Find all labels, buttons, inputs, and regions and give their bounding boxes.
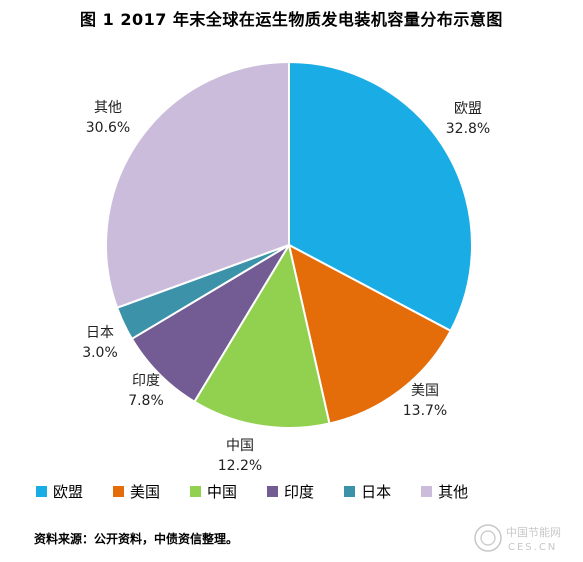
legend-label: 其他: [438, 482, 469, 501]
pie-slice-3: [193, 242, 331, 429]
slice-name-label: 其他: [94, 100, 122, 116]
legend-item: 日本: [344, 481, 391, 502]
pie-chart: 欧盟 32.8% 美国 13.7% 中国 12.2% 印度 7.8% 日本 3.0% 其他 30.6%: [82, 60, 490, 474]
watermark-logo: 中国节能网 CES.CN: [474, 524, 561, 553]
slice-name-label: 欧盟: [454, 101, 482, 117]
svg-text:中国节能网: 中国节能网: [506, 525, 561, 539]
legend-swatch: [267, 485, 279, 497]
slice-percent-label: 30.6%: [86, 120, 130, 136]
legend-item: 欧盟: [36, 481, 83, 502]
slice-percent-label: 3.0%: [82, 345, 118, 361]
legend-item: 印度: [267, 481, 314, 502]
legend-label: 美国: [130, 482, 161, 501]
svg-text:CES.CN: CES.CN: [508, 542, 557, 553]
legend-label: 日本: [361, 482, 392, 501]
legend-swatch: [36, 485, 47, 497]
slice-name-label: 中国: [226, 438, 254, 454]
slice-name-label: 日本: [86, 325, 114, 341]
legend-label: 印度: [284, 482, 315, 501]
slice-name-label: 美国: [411, 383, 439, 399]
pie-slice-6: [105, 60, 290, 310]
slice-percent-label: 13.7%: [403, 403, 447, 419]
chart-legend: 欧盟 美国 中国 印度 日本 其他: [36, 480, 576, 502]
pie-slice-1: [288, 60, 473, 333]
legend-label: 欧盟: [53, 482, 84, 501]
legend-label: 中国: [207, 482, 238, 501]
pie-slices: [105, 60, 473, 429]
legend-item: 美国: [113, 481, 160, 502]
pie-labels: 欧盟 32.8% 美国 13.7% 中国 12.2% 印度 7.8% 日本 3.0% 其他 30.6%: [82, 100, 490, 474]
pie-slice-2: [287, 243, 452, 425]
legend-item: 其他: [421, 481, 468, 502]
legend-item: 中国: [190, 481, 237, 502]
legend-swatch: [113, 485, 125, 497]
slice-percent-label: 32.8%: [446, 121, 490, 137]
legend-swatch: [190, 485, 202, 497]
slice-percent-label: 7.8%: [128, 393, 164, 409]
legend-swatch: [421, 485, 433, 497]
source-note: 资料来源：公开资料，中债资信整理。: [34, 532, 239, 546]
legend-swatch: [344, 485, 356, 497]
slice-percent-label: 12.2%: [218, 458, 262, 474]
slice-name-label: 印度: [132, 373, 160, 389]
chart-title: 图 1 2017 年末全球在运生物质发电装机容量分布示意图: [80, 10, 503, 29]
